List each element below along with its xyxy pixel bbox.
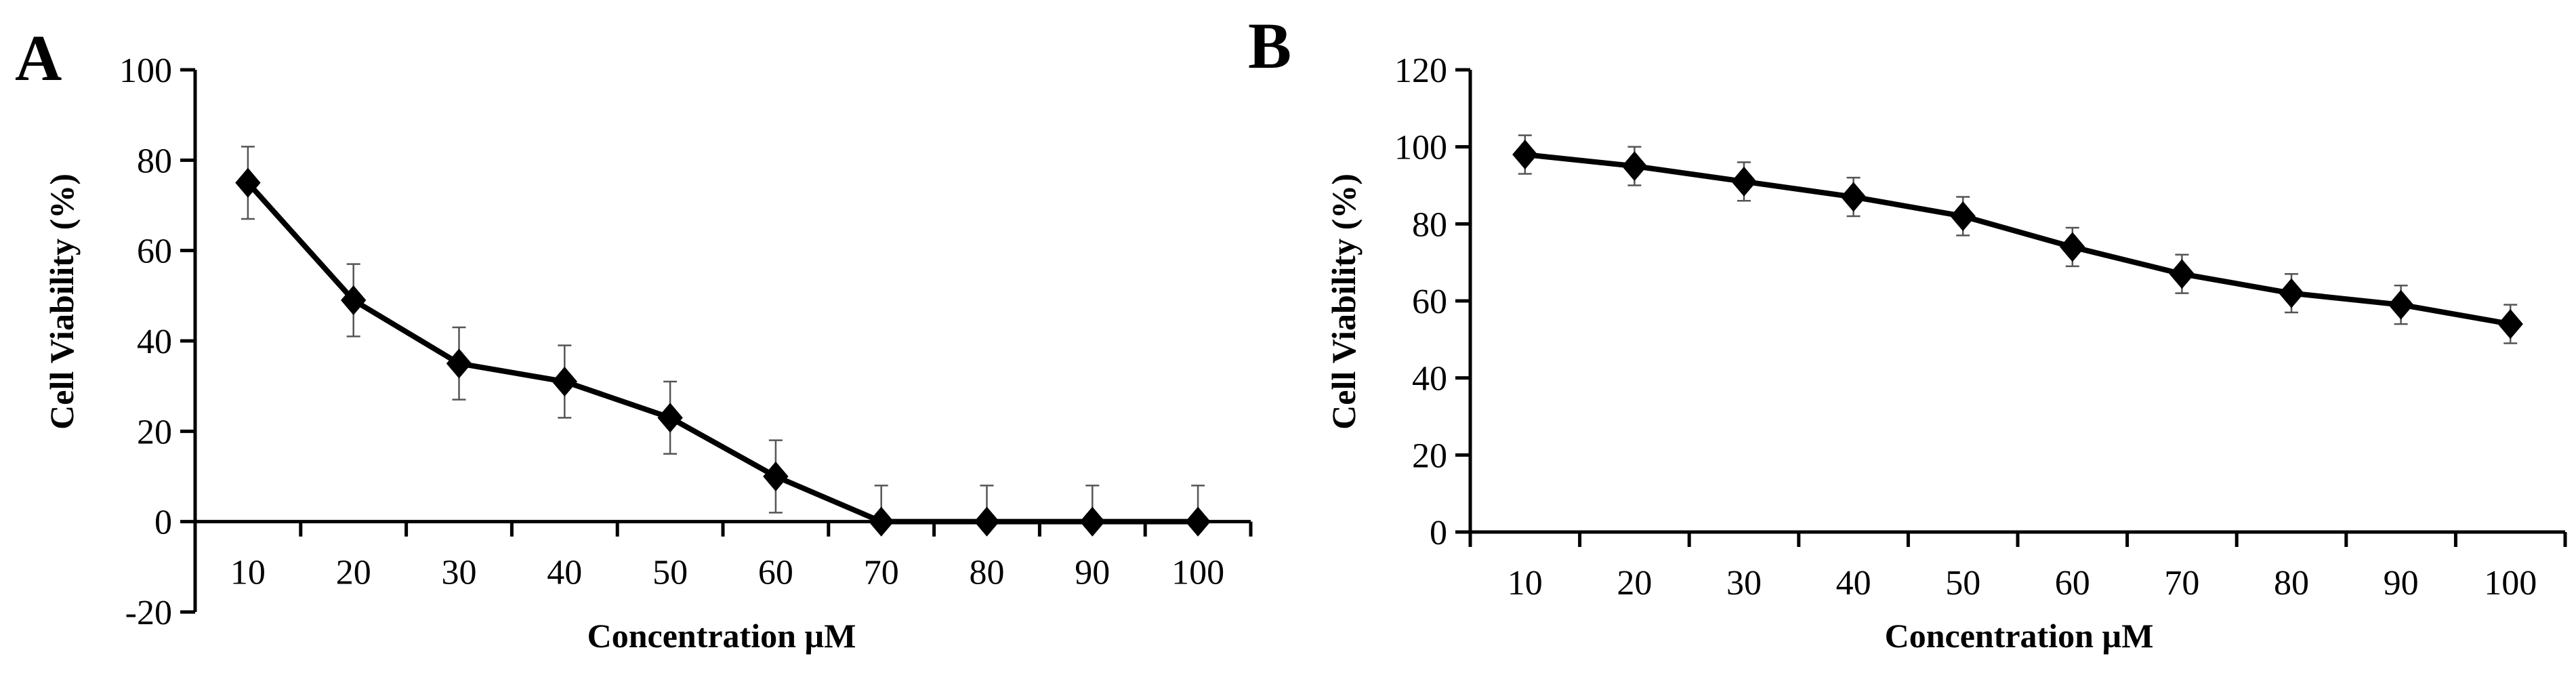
data-point-a: [341, 285, 367, 315]
x-tick-label-a: 30: [442, 554, 477, 592]
x-tick-label-a: 50: [652, 554, 688, 592]
data-point-b: [1731, 166, 1757, 197]
y-tick-label-a: -20: [125, 594, 172, 632]
chart-panel-b: B Cell Viability (%) Concentration µM 0 2…: [1248, 9, 2567, 655]
x-tick-label-b: 50: [1945, 564, 1980, 603]
y-tick-label-b: 20: [1412, 436, 1447, 475]
y-tick-label-b: 80: [1412, 205, 1447, 244]
data-point-a: [974, 506, 1000, 537]
x-tick-label-a: 70: [864, 554, 899, 592]
x-tick-label-a: 100: [1171, 554, 1224, 592]
x-tick-label-b: 100: [2484, 564, 2537, 603]
x-tick-label-a: 20: [336, 554, 371, 592]
data-point-b: [1621, 151, 1648, 182]
data-point-a: [446, 348, 472, 379]
data-point-b: [2060, 232, 2085, 262]
data-point-b: [1840, 182, 1867, 212]
y-axis-title-a: Cell Viability (%): [43, 174, 81, 430]
y-tick-label-a: 100: [119, 52, 172, 90]
y-tick-label-a: 0: [154, 504, 172, 542]
data-point-b: [1512, 140, 1538, 170]
x-axis-title-a: Concentration µM: [587, 617, 856, 655]
panel-letter-a: A: [15, 22, 62, 94]
x-tick-label-a: 40: [547, 554, 582, 592]
x-tick-label-b: 70: [2164, 564, 2199, 603]
data-point-a: [235, 167, 261, 198]
y-axis-title-b: Cell Viability (%): [1325, 174, 1363, 430]
y-tick-label-a: 80: [137, 142, 172, 180]
data-point-a: [1079, 506, 1105, 537]
data-point-a: [552, 367, 577, 396]
data-point-b: [2388, 289, 2414, 320]
data-point-a: [1185, 506, 1211, 537]
x-tick-label-a: 80: [970, 554, 1005, 592]
x-tick-label-b: 10: [1508, 564, 1543, 603]
data-point-b: [2279, 278, 2304, 308]
chart-panel-a: A Cell Viability (%) Concentration µM -2…: [15, 22, 1253, 655]
y-tick-label-a: 20: [137, 413, 172, 451]
x-axis-title-b: Concentration µM: [1885, 617, 2154, 655]
data-point-a: [763, 462, 789, 491]
data-point-b: [2169, 259, 2195, 289]
x-tick-label-b: 40: [1836, 564, 1871, 603]
data-point-a: [869, 506, 894, 537]
series-line-b: [1524, 152, 2511, 327]
y-tick-label-a: 40: [137, 323, 172, 361]
y-tick-label-b: 60: [1412, 283, 1447, 321]
panel-letter-b: B: [1248, 9, 1291, 82]
data-point-b: [1950, 201, 1976, 231]
x-tick-label-b: 90: [2384, 564, 2419, 603]
x-tick-label-b: 30: [1726, 564, 1762, 603]
x-tick-label-a: 60: [758, 554, 793, 592]
y-tick-label-b: 120: [1394, 52, 1447, 90]
data-point-b: [2497, 309, 2523, 340]
x-tick-label-b: 60: [2055, 564, 2090, 603]
y-tick-label-b: 40: [1412, 360, 1447, 399]
x-tick-label-b: 80: [2274, 564, 2309, 603]
y-tick-label-b: 100: [1394, 129, 1447, 167]
series-line-a: [245, 180, 1199, 525]
x-tick-label-a: 10: [230, 554, 266, 592]
y-tick-label-a: 60: [137, 232, 172, 271]
y-tick-label-b: 0: [1430, 514, 1447, 552]
data-point-a: [657, 403, 683, 433]
x-tick-label-b: 20: [1617, 564, 1652, 603]
x-tick-label-a: 90: [1075, 554, 1110, 592]
